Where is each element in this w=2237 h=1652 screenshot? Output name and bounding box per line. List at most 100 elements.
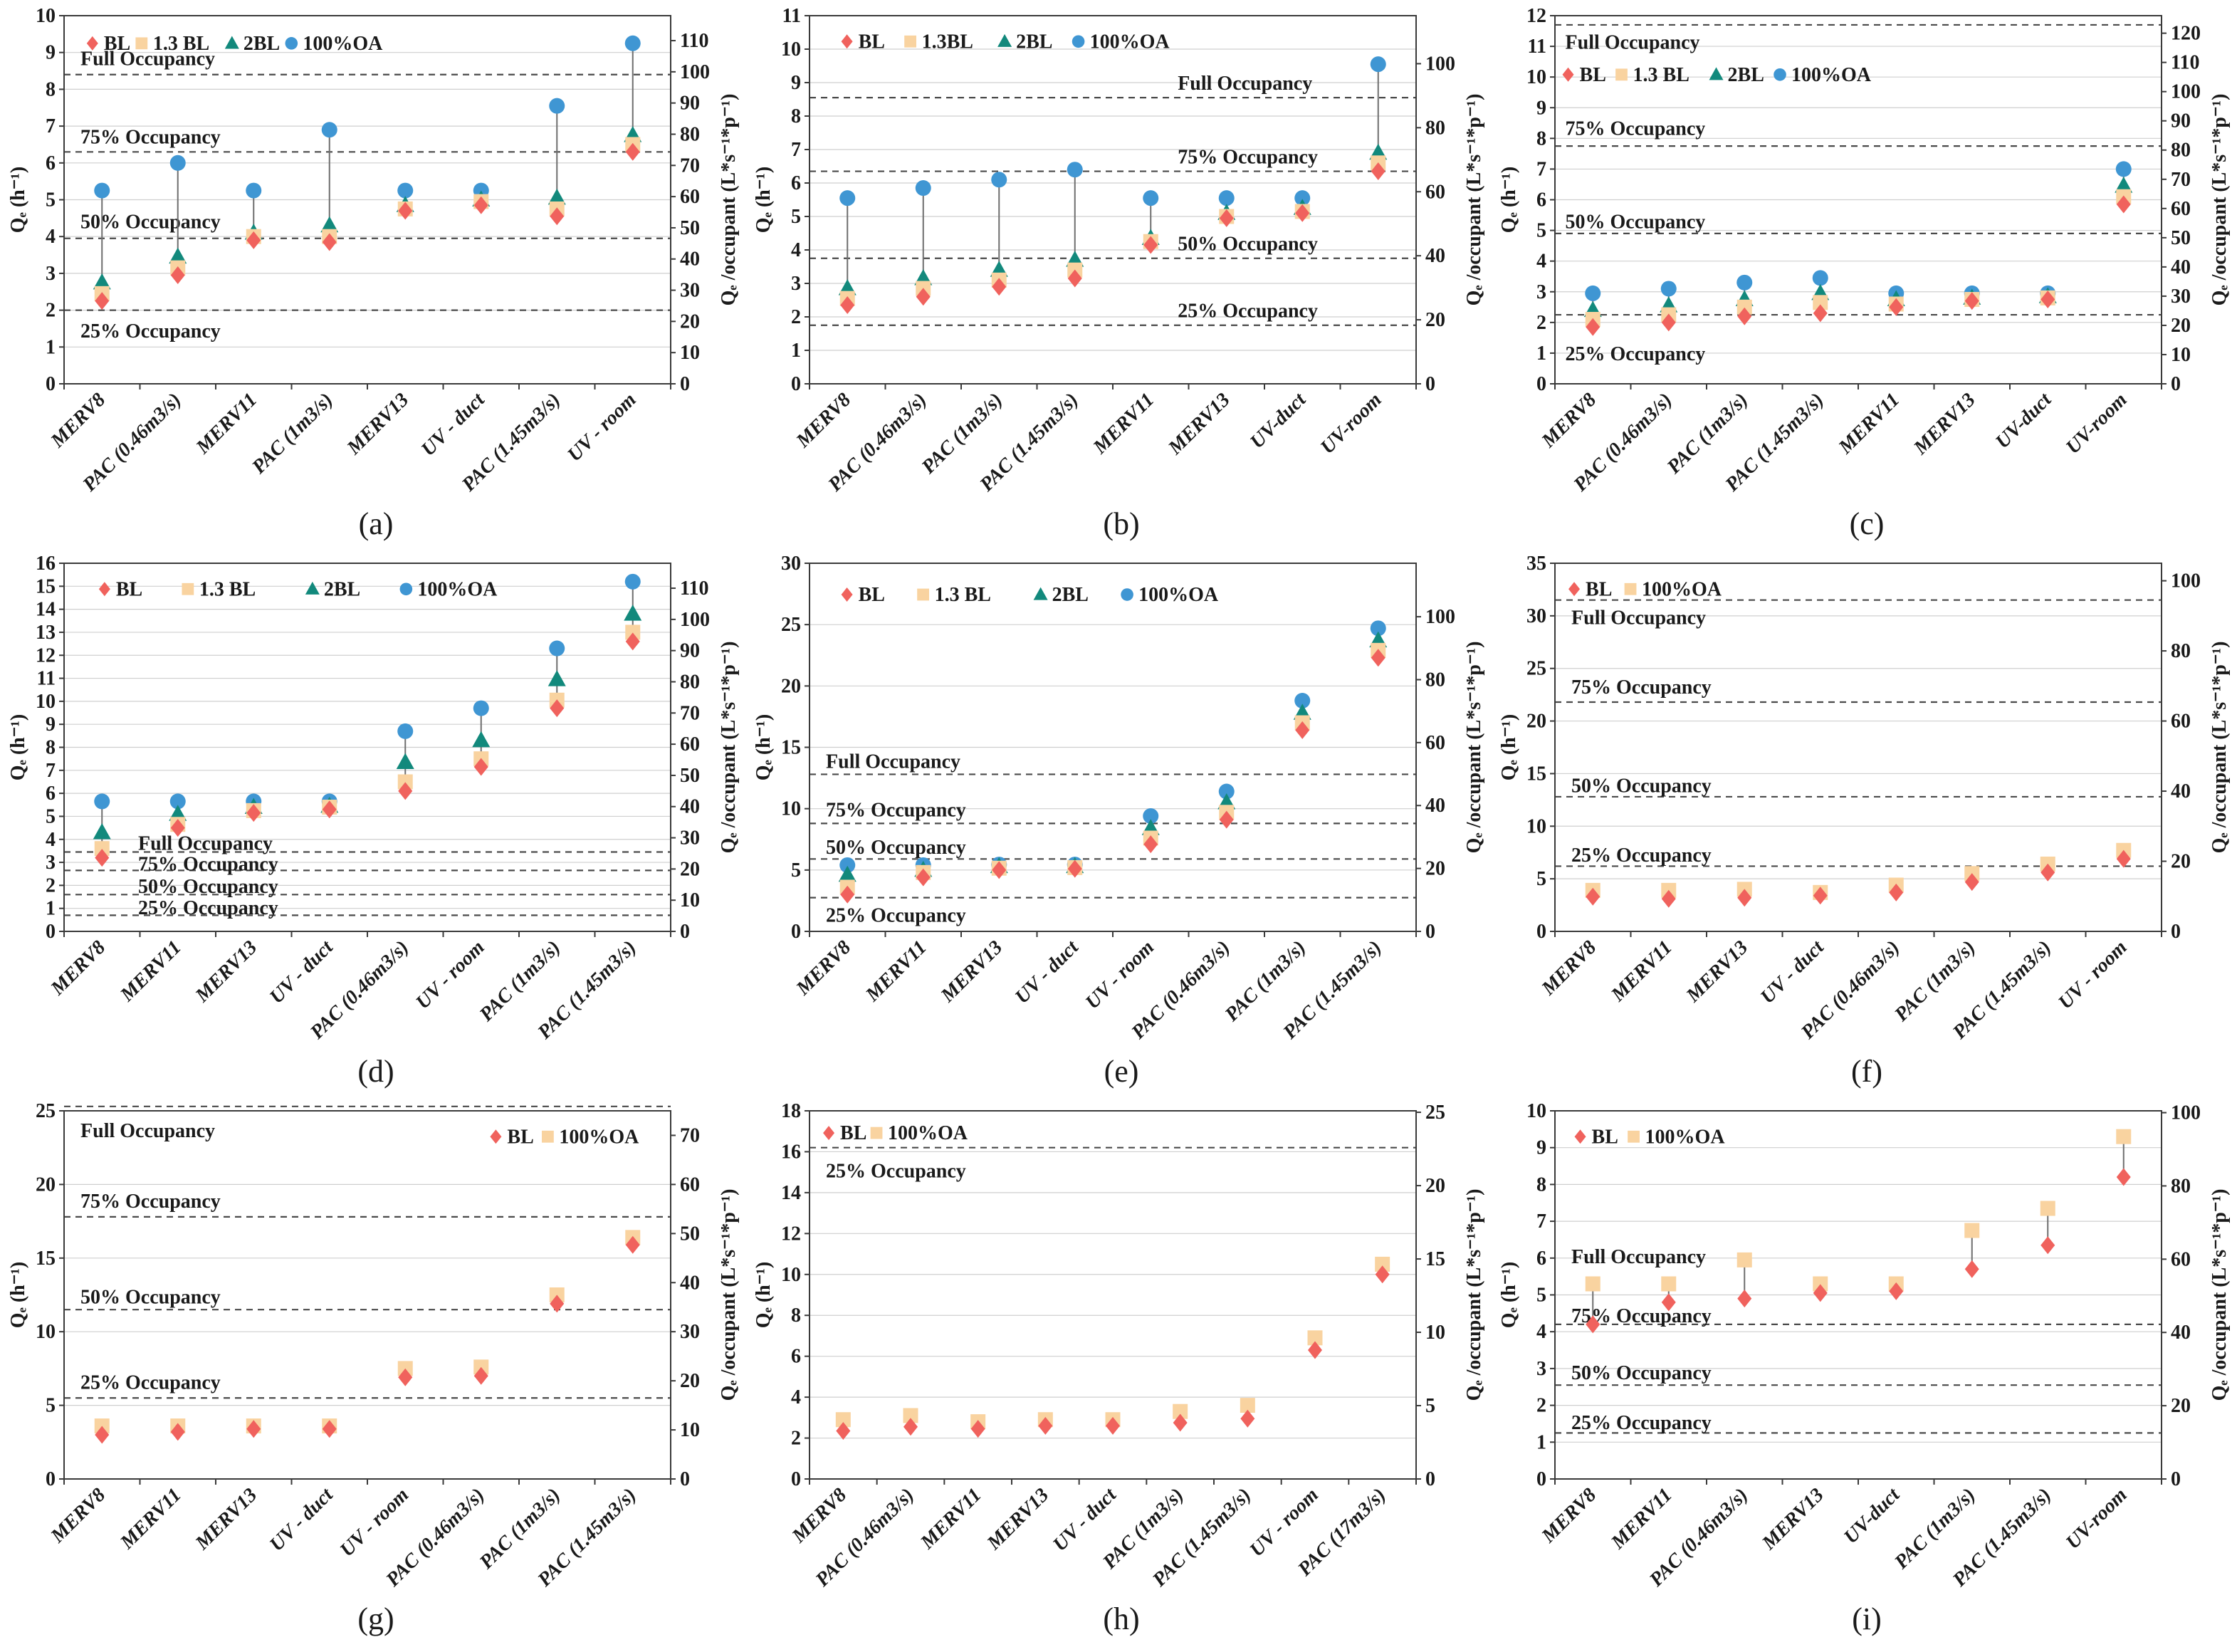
plot-border [809,15,1417,385]
diamond-marker [95,292,110,310]
category-label: UV-room [2062,1484,2132,1554]
right-axis: 0 10 20 30 40 50 60 70 80 90 100 110 [671,30,710,395]
occupancy-lines: Full Occupancy 75% Occupancy 50% Occupancy… [64,1105,671,1399]
legend-diamond-icon [823,1126,835,1141]
chart-panel-f: Full Occupancy 75% Occupancy 50% Occupancy… [1497,552,2237,1097]
diamond-marker [1964,873,1979,892]
category-label: UV - room [412,936,488,1013]
circle-marker [1736,274,1753,291]
right-tick-label: 0 [680,1468,690,1490]
left-tick-label: 1 [791,340,801,362]
circle-marker [1660,281,1677,297]
chart-a-svg: Full Occupancy 75% Occupancy 50% Occupancy… [7,5,740,496]
triangle-marker [2115,177,2133,193]
category-label: UV-duct [1840,1483,1905,1548]
right-tick-label: 0 [680,921,690,943]
series-BL [1586,195,2131,336]
left-tick-label: 12 [781,1223,801,1245]
diamond-marker [625,1235,640,1254]
square-marker [1173,1403,1188,1419]
diamond-marker [473,196,488,214]
category-label: MERV13 [191,936,261,1007]
left-tick-label: 4 [46,829,56,851]
square-marker [1307,1330,1323,1346]
left-tick-label: 18 [781,1100,801,1122]
square-marker [625,624,641,640]
category-label: MERV8 [792,936,855,1000]
legend-triangle-icon [224,36,239,49]
occupancy-label: 25% Occupancy [1566,343,1706,365]
legend-label: 2BL [1728,64,1764,86]
left-tick-label: 8 [46,737,56,759]
legend: BL 1.3 BL 2BL 100%OA [98,578,498,600]
right-tick-label: 100 [680,61,710,83]
left-tick-label: 10 [36,5,56,27]
category-label: UV - room [563,389,640,466]
circle-marker [1143,190,1159,206]
diamond-marker [473,758,488,776]
diamond-marker [1889,1282,1904,1300]
left-tick-label: 1 [1536,1431,1546,1453]
left-tick-label: 7 [1536,1211,1546,1233]
square-marker [397,774,413,790]
legend-label: BL [104,33,130,55]
category-label: MERV13 [342,389,413,459]
left-axis-title: Qₑ (h⁻¹) [753,167,775,233]
occupancy-label: 25% Occupancy [1178,300,1318,323]
left-tick-label: 9 [1536,97,1546,119]
data-points [838,56,1388,315]
diamond-marker [246,804,261,822]
gridlines [64,1110,671,1406]
triangle-marker [320,216,339,233]
category-label: MERV11 [192,389,261,459]
circle-marker [1294,693,1311,709]
diamond-marker [1308,1341,1322,1359]
left-tick-label: 25 [781,614,801,636]
circle-marker [839,190,856,206]
legend: BL 100%OA [1574,1126,1726,1148]
category-label: UV - duct [417,388,490,461]
legend-label: 1.3 BL [199,578,256,600]
right-tick-label: 0 [680,373,690,395]
chart-c-svg: Full Occupancy 75% Occupancy 50% Occupancy… [1498,5,2231,496]
chart-h-svg: 25% Occupancy 0 2 4 6 8 10 12 14 16 18 0 5 10 15 20 25 ME… [753,1100,1485,1591]
right-tick-label: 20 [2171,851,2191,873]
legend-label: 100%OA [1645,1126,1726,1148]
category-label: UV - duct [1049,1483,1121,1556]
left-tick-label: 4 [791,239,801,261]
circle-marker [624,573,641,590]
diamond-marker [2116,195,2131,214]
right-tick-label: 20 [1425,309,1445,331]
square-marker [903,1408,918,1423]
diamond-marker [625,632,640,651]
legend-label: BL [116,578,142,600]
occupancy-label: 50% Occupancy [80,211,221,233]
left-tick-label: 0 [1536,373,1546,395]
occupancy-label: 50% Occupancy [1571,1362,1712,1384]
right-axis-title: Qₑ /occupant (L*s⁻¹*p⁻¹) [718,1189,740,1401]
right-tick-label: 70 [680,702,700,724]
occupancy-lines: 25% Occupancy [810,1146,1416,1182]
occupancy-label: Full Occupancy [80,1120,215,1142]
occupancy-label: 25% Occupancy [826,905,966,927]
left-tick-label: 16 [36,553,56,575]
triangle-marker [472,731,491,748]
data-points [838,620,1388,904]
right-tick-label: 5 [1425,1395,1435,1417]
diamond-marker [1586,1315,1601,1334]
legend-diamond-icon [1562,67,1574,82]
right-tick-label: 0 [2171,921,2181,943]
square-marker [2116,1129,2132,1144]
triangle-marker [93,823,111,840]
data-points [1583,161,2133,336]
left-tick-label: 11 [782,5,801,27]
right-axis: 0 10 20 30 40 50 60 70 [671,1124,700,1490]
diamond-marker [1661,313,1676,332]
right-tick-label: 20 [680,858,700,880]
left-tick-label: 0 [791,373,801,395]
occupancy-label: Full Occupancy [1566,32,1700,54]
right-axis-title: Qₑ /occupant (L*s⁻¹*p⁻¹) [2209,1189,2231,1401]
right-tick-label: 50 [680,217,700,239]
diamond-marker [1586,887,1601,906]
